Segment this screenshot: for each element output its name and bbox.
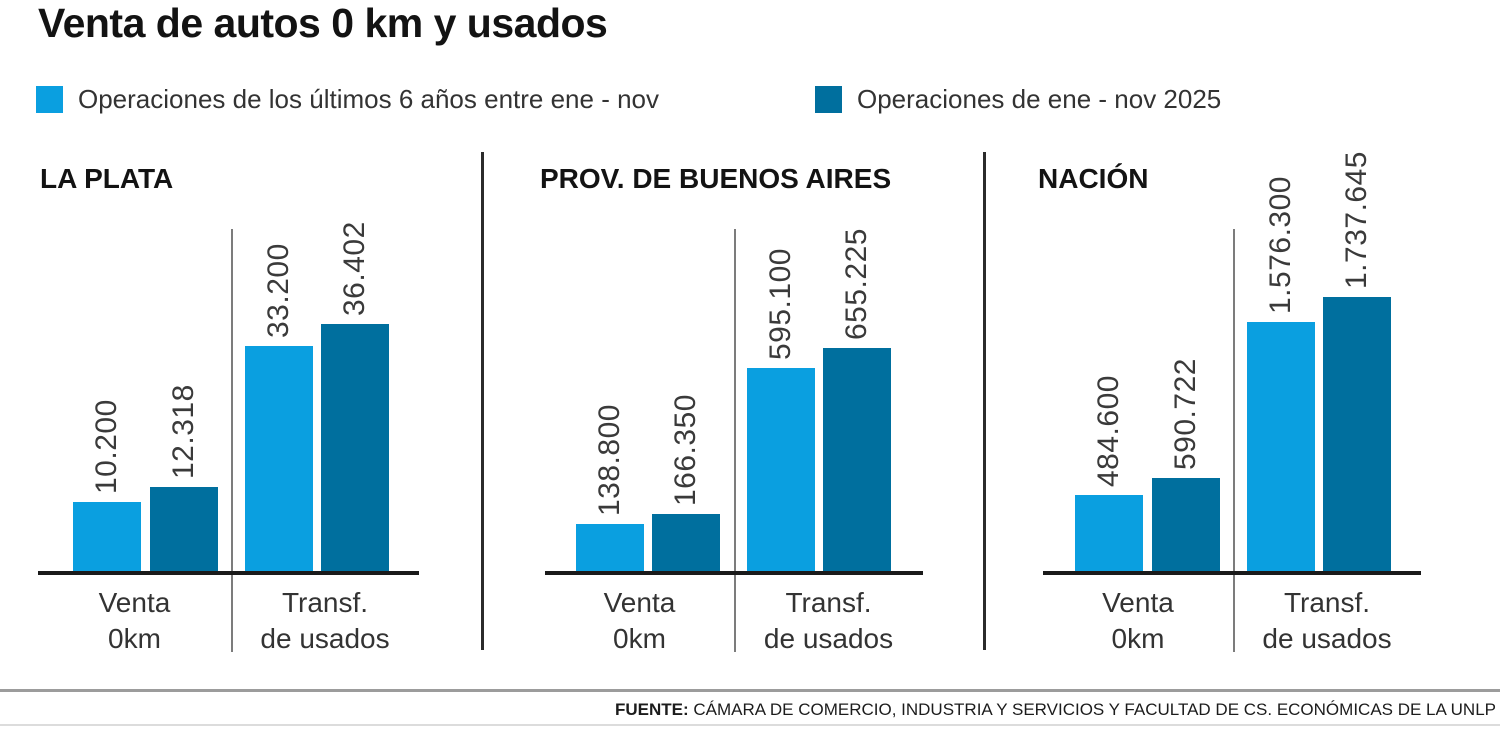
category-label-line: Transf. [785,587,872,618]
category-label-line: Transf. [1283,587,1371,618]
bar-value-label-nacion-2: 1.576.300 [1264,176,1297,314]
bar-nacion-2 [1247,322,1315,571]
bar-value-label-nacion-1: 590.722 [1169,358,1202,470]
category-label-prov-de-buenos-aires-venta-0km: Venta 0km [604,585,676,657]
category-label-line: Venta [603,587,676,618]
category-label-line: 0km [108,623,161,654]
x-axis-line-prov-de-buenos-aires [545,571,923,575]
x-axis-line-nacion [1043,571,1421,575]
category-label-la-plata-transf-de-usados: Transf. de usados [260,585,389,657]
bar-la-plata-2 [245,346,313,571]
bar-value-label-nacion-0: 484.600 [1092,375,1125,487]
category-label-line: de usados [1262,623,1392,654]
bar-la-plata-1 [150,487,218,571]
footer-divider-line [0,689,1500,692]
category-label-line: 0km [613,623,666,654]
bar-value-label-la-plata-1: 12.318 [167,384,200,479]
bar-prov-de-buenos-aires-3 [823,348,891,571]
legend-item-last-6-years: Operaciones de los últimos 6 años entre … [36,84,659,115]
bar-la-plata-3 [321,324,389,571]
legend-label-last-6-years: Operaciones de los últimos 6 años entre … [78,84,660,114]
source-note: FUENTE: CÁMARA DE COMERCIO, INDUSTRIA Y … [615,700,1496,720]
bar-nacion-0 [1075,495,1143,571]
bar-value-label-prov-de-buenos-aires-0: 138.800 [593,404,626,516]
source-text: CÁMARA DE COMERCIO, INDUSTRIA Y SERVICIO… [688,700,1496,719]
legend-swatch-dark-blue [815,86,842,113]
bar-value-label-prov-de-buenos-aires-3: 655.225 [840,228,873,340]
category-label-line: 0km [1111,623,1165,654]
group-divider-la-plata [231,229,233,652]
bar-la-plata-0 [73,502,141,571]
panel-divider-left [481,152,484,650]
source-label: FUENTE: [614,700,689,719]
bar-value-label-la-plata-2: 33.200 [262,243,295,338]
bar-value-label-nacion-3: 1.737.645 [1340,151,1373,289]
bar-nacion-3 [1323,297,1391,571]
category-label-line: Venta [1102,587,1174,618]
legend-swatch-light-blue [36,86,63,113]
category-label-line: Venta [98,587,171,618]
group-divider-prov-de-buenos-aires [734,229,736,652]
bar-value-label-prov-de-buenos-aires-2: 595.100 [764,248,797,360]
bar-prov-de-buenos-aires-2 [747,368,815,571]
bar-value-label-prov-de-buenos-aires-1: 166.350 [669,394,702,506]
legend-item-2025: Operaciones de ene - nov 2025 [815,84,1221,115]
bottom-edge-line [0,724,1500,726]
category-label-line: Transf. [281,587,369,618]
bar-prov-de-buenos-aires-1 [652,514,720,571]
category-label-nacion-venta-0km: Venta 0km [1102,585,1174,657]
bar-nacion-1 [1152,478,1220,571]
category-label-la-plata-venta-0km: Venta 0km [99,585,171,657]
category-label-line: de usados [763,623,894,654]
bar-prov-de-buenos-aires-0 [576,524,644,571]
category-label-nacion-transf-de-usados: Transf. de usados [1262,585,1391,657]
panel-title-nacion: NACIÓN [1038,163,1149,194]
bar-value-label-la-plata-0: 10.200 [90,399,123,494]
category-label-prov-de-buenos-aires-transf-de-usados: Transf. de usados [764,585,893,657]
chart-title: Venta de autos 0 km y usados [38,0,608,46]
panel-title-la-plata: LA PLATA [40,163,174,194]
category-label-line: de usados [260,623,390,654]
bar-value-label-la-plata-3: 36.402 [338,221,371,316]
x-axis-line-la-plata [38,571,419,575]
panel-divider-right [983,152,986,650]
panel-title-prov-de-buenos-aires: PROV. DE BUENOS AIRES [540,163,892,194]
legend-label-2025: Operaciones de ene - nov 2025 [857,84,1222,114]
group-divider-nacion [1233,229,1235,652]
